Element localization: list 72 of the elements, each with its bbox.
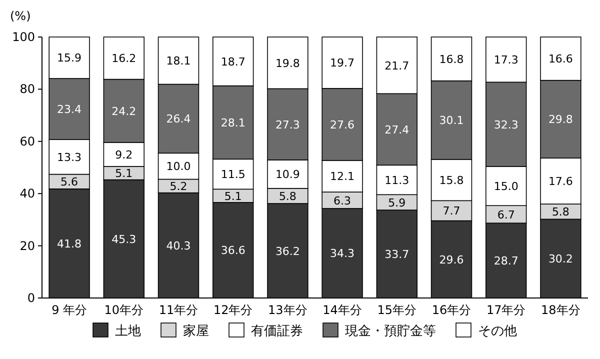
y-tick-label: 40 (20, 186, 35, 201)
data-label: 11.3 (384, 174, 410, 187)
data-label: 45.3 (112, 232, 136, 246)
legend-label: 土地 (115, 324, 141, 339)
data-label: 27.3 (275, 118, 300, 132)
data-label: 11.5 (220, 168, 246, 182)
x-tick-label: 15年分 (377, 303, 417, 317)
data-label: 21.7 (384, 59, 410, 72)
data-label: 16.2 (112, 52, 136, 66)
x-tick-label: 14年分 (322, 303, 362, 317)
data-label: 5.9 (388, 196, 406, 210)
data-label: 17.3 (494, 54, 518, 67)
data-label: 34.3 (330, 247, 355, 260)
x-tick-label: 17年分 (486, 303, 526, 317)
data-label: 5.6 (60, 176, 78, 189)
data-label: 16.6 (548, 52, 573, 66)
data-label: 16.8 (439, 52, 464, 66)
data-label: 19.7 (330, 56, 355, 70)
data-label: 18.1 (166, 54, 191, 68)
data-label: 9.2 (115, 148, 133, 162)
data-label: 24.2 (112, 104, 136, 118)
data-label: 5.2 (170, 180, 188, 194)
data-label: 32.3 (494, 118, 518, 132)
y-tick-label: 80 (20, 82, 35, 96)
legend-label: その他 (478, 324, 517, 339)
data-label: 7.7 (442, 204, 460, 218)
data-label: 5.1 (224, 190, 242, 203)
y-axis-title: (%) (10, 9, 31, 23)
data-label: 6.7 (497, 208, 515, 222)
x-tick-label: 9 年分 (52, 303, 88, 317)
data-label: 15.8 (439, 174, 464, 188)
data-label: 17.6 (548, 175, 573, 188)
data-label: 26.4 (166, 112, 191, 126)
data-label: 36.2 (275, 244, 300, 258)
data-label: 30.2 (548, 252, 573, 266)
data-label: 5.8 (278, 190, 296, 203)
legend-label: 有価証券 (251, 324, 303, 339)
data-label: 10.0 (166, 160, 191, 174)
data-label: 28.1 (220, 116, 246, 130)
data-label: 5.1 (115, 167, 133, 180)
data-label: 13.3 (57, 150, 82, 164)
data-label: 29.8 (548, 113, 573, 126)
data-label: 23.4 (57, 103, 82, 116)
data-label: 28.7 (494, 254, 518, 268)
data-label: 29.6 (439, 253, 464, 266)
data-label: 27.4 (384, 123, 410, 136)
x-tick-label: 11年分 (158, 303, 198, 317)
x-tick-label: 16年分 (432, 303, 472, 317)
data-label: 40.3 (166, 239, 191, 252)
data-label: 6.3 (334, 194, 352, 208)
legend-label: 家屋 (183, 323, 209, 339)
data-label: 36.6 (220, 244, 246, 258)
data-label: 19.8 (275, 56, 300, 70)
legend-label: 現金・預貯金等 (345, 324, 436, 339)
data-label: 10.9 (275, 168, 300, 182)
data-label: 5.8 (552, 206, 570, 219)
y-tick-label: 0 (27, 291, 35, 305)
y-tick-label: 60 (20, 134, 35, 148)
x-tick-label: 10年分 (104, 303, 144, 317)
y-tick-label: 100 (12, 30, 35, 44)
x-tick-label: 18年分 (541, 303, 580, 317)
data-label: 33.7 (384, 248, 410, 262)
data-label: 30.1 (439, 114, 464, 128)
x-tick-label: 12年分 (213, 303, 253, 317)
data-label: 18.7 (220, 55, 246, 68)
data-label: 27.6 (330, 118, 355, 132)
data-label: 15.9 (57, 52, 82, 65)
data-label: 15.0 (494, 180, 518, 194)
data-label: 12.1 (330, 170, 355, 184)
data-label: 41.8 (57, 237, 82, 250)
y-tick-label: 20 (20, 238, 35, 253)
x-tick-label: 13年分 (268, 303, 308, 317)
